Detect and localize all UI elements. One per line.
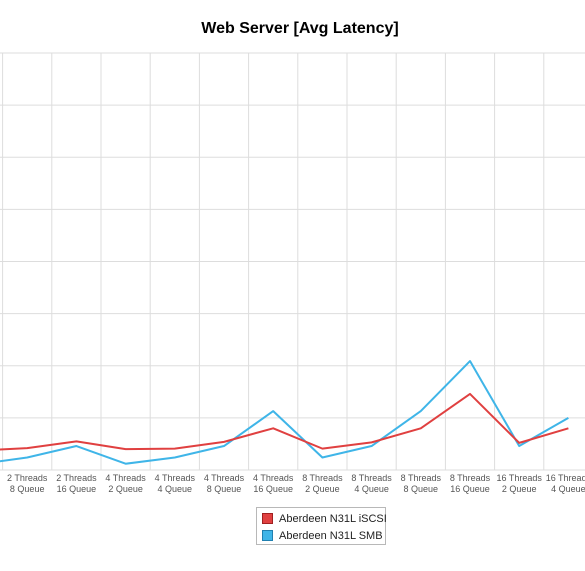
legend-swatch-smb (262, 530, 273, 541)
x-tick-label: 16 Threads 2 Queue (497, 473, 543, 494)
series-line-smb (0, 360, 569, 465)
x-tick-label: 8 Threads 8 Queue (401, 473, 442, 494)
legend-swatch-iscsi (262, 513, 273, 524)
legend: Aberdeen N31L iSCSI Aberdeen N31L SMB (256, 507, 387, 545)
x-tick-label: 8 Threads 4 Queue (351, 473, 392, 494)
x-tick-label: 2 Threads 8 Queue (7, 473, 48, 494)
x-tick-label: 8 Threads 2 Queue (302, 473, 343, 494)
x-tick-label: 4 Threads 4 Queue (155, 473, 196, 494)
legend-label-smb: Aberdeen N31L SMB (279, 530, 383, 542)
series-line-iscsi (0, 392, 569, 451)
series-lines (0, 360, 569, 465)
chart-title: Web Server [Avg Latency] (201, 20, 399, 37)
x-tick-label: 4 Threads 2 Queue (105, 473, 146, 494)
grid-lines (0, 52, 585, 471)
x-tick-label: 2 Threads 16 Queue (56, 473, 97, 494)
legend-label-iscsi: Aberdeen N31L iSCSI (279, 513, 387, 525)
x-tick-label: 4 Threads 16 Queue (253, 473, 294, 494)
x-tick-label: 8 Threads 16 Queue (450, 473, 491, 494)
x-tick-label: 4 Threads 8 Queue (204, 473, 245, 494)
